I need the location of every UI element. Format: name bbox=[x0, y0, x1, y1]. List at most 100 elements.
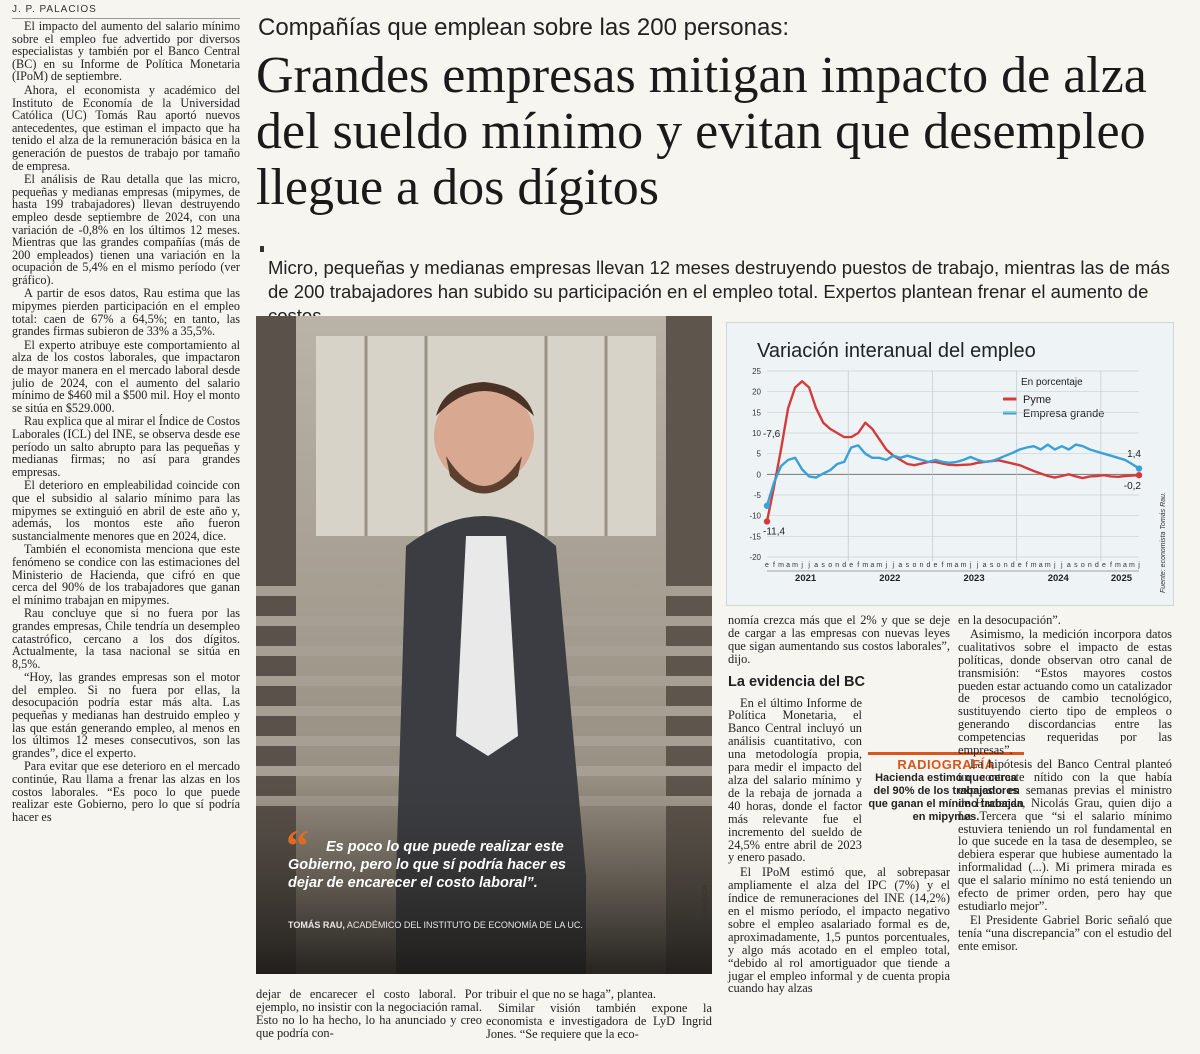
x-month-label: e bbox=[1018, 562, 1022, 569]
x-month-label: m bbox=[961, 562, 967, 569]
x-month-label: s bbox=[990, 562, 994, 569]
x-month-label: a bbox=[898, 562, 902, 569]
paragraph: Rau concluye que si no fuera por las gra… bbox=[12, 606, 240, 671]
x-year-label: 2021 bbox=[795, 573, 817, 584]
x-month-label: e bbox=[933, 562, 937, 569]
label-pyme-start: -11,4 bbox=[763, 526, 785, 537]
x-month-label: o bbox=[828, 562, 832, 569]
x-month-label: j bbox=[976, 562, 979, 569]
paragraph: El impacto del aumento del salario mínim… bbox=[12, 19, 240, 84]
y-tick-label: -20 bbox=[749, 553, 761, 562]
under-photo-col2: tribuir el que no se haga”, plantea. Simi… bbox=[486, 988, 712, 1042]
paragraph: El experto atribuye este comportamiento … bbox=[12, 337, 240, 415]
x-month-label: e bbox=[849, 562, 853, 569]
x-month-label: a bbox=[1067, 562, 1071, 569]
y-tick-label: 15 bbox=[752, 408, 761, 417]
under-photo-text-2-2: Similar visión también expone la economi… bbox=[486, 1000, 712, 1041]
right-column: en la desocupación”. Asimismo, la medició… bbox=[958, 614, 1172, 954]
byline: J. P. PALACIOS bbox=[12, 4, 240, 19]
paragraph: Rau explica que al mirar el Índice de Co… bbox=[12, 414, 240, 479]
x-month-label: e bbox=[765, 562, 769, 569]
y-tick-label: 5 bbox=[757, 450, 762, 459]
x-month-label: n bbox=[835, 562, 839, 569]
kicker: Compañías que emplean sobre las 200 pers… bbox=[258, 14, 789, 41]
x-month-label: j bbox=[1053, 562, 1056, 569]
x-month-label: s bbox=[1074, 562, 1078, 569]
caption-name: TOMÁS RAU, bbox=[288, 920, 345, 930]
radiografia-box: RADIOGRAFÍA Hacienda estimó que cerca de… bbox=[868, 752, 1024, 823]
under-photo-text-2-1: tribuir el que no se haga”, plantea. bbox=[486, 987, 656, 1001]
series-end-point bbox=[1135, 471, 1143, 479]
series-end-point bbox=[1135, 465, 1143, 472]
caption-role: ACADÉMICO DEL INSTITUTO DE ECONOMÍA DE L… bbox=[344, 920, 583, 930]
x-month-label: o bbox=[997, 562, 1001, 569]
x-month-label: m bbox=[1115, 562, 1121, 569]
x-month-label: j bbox=[1060, 562, 1063, 569]
middle-p2: El IPoM estimó que, al sobrepasar amplia… bbox=[728, 865, 950, 996]
paragraph: La hipótesis del Banco Central planteó u… bbox=[958, 756, 1172, 913]
y-tick-label: -10 bbox=[749, 512, 761, 521]
deck-marker bbox=[260, 246, 264, 252]
paragraph: El análisis de Rau detalla que las micro… bbox=[12, 172, 240, 287]
chart-legend: Pyme Empresa grande bbox=[1003, 394, 1104, 420]
photo-tomas-rau bbox=[256, 316, 712, 974]
paragraph: El deterioro en empleabilidad coincide c… bbox=[12, 478, 240, 543]
paragraph: “Hoy, las grandes empresas son el motor … bbox=[12, 670, 240, 760]
radiografia-body: Hacienda estimó que cerca del 90% de los… bbox=[868, 772, 1024, 823]
x-month-label: d bbox=[1095, 562, 1099, 569]
chart-title: Variación interanual del empleo bbox=[757, 340, 1036, 362]
series-line-empresa-grande bbox=[765, 443, 1140, 507]
left-column: El impacto del aumento del salario mínim… bbox=[12, 20, 240, 824]
x-month-label: a bbox=[955, 562, 959, 569]
under-photo-col1: dejar de encarecer el costo laboral. Por… bbox=[256, 988, 482, 1041]
x-month-label: j bbox=[1137, 562, 1140, 569]
x-month-label: a bbox=[1039, 562, 1043, 569]
x-month-label: m bbox=[876, 562, 882, 569]
x-month-label: m bbox=[947, 562, 953, 569]
x-month-label: f bbox=[941, 562, 943, 569]
x-month-label: m bbox=[1031, 562, 1037, 569]
x-month-label: d bbox=[1011, 562, 1015, 569]
photo-illustration bbox=[256, 316, 712, 974]
paragraph: El Presidente Gabriel Boric señaló que t… bbox=[958, 912, 1172, 953]
radiografia-title: RADIOGRAFÍA bbox=[868, 752, 1024, 772]
x-month-label: n bbox=[1088, 562, 1092, 569]
x-month-label: f bbox=[773, 562, 775, 569]
quote-mark-icon: “ bbox=[286, 820, 309, 871]
middle-top: nomía crezca más que el 2% y que se deje… bbox=[728, 613, 950, 666]
paragraph: Ahora, el economista y académico del Ins… bbox=[12, 82, 240, 173]
headline: Grandes empresas mitigan impacto de alza… bbox=[256, 47, 1147, 216]
label-grande-end: 1,4 bbox=[1127, 449, 1141, 460]
x-month-label: f bbox=[857, 562, 859, 569]
employment-chart: Variación interanual del empleo En porce… bbox=[726, 322, 1174, 606]
y-tick-label: -5 bbox=[754, 491, 762, 500]
x-month-label: d bbox=[926, 562, 930, 569]
x-month-label: j bbox=[892, 562, 895, 569]
x-year-label: 2025 bbox=[1111, 573, 1133, 584]
series-start-point bbox=[763, 518, 771, 525]
y-tick-label: 25 bbox=[752, 367, 761, 376]
x-month-label: j bbox=[807, 562, 810, 569]
x-month-label: f bbox=[1026, 562, 1028, 569]
chart-svg: Variación interanual del empleo En porce… bbox=[749, 340, 1167, 593]
x-month-label: e bbox=[1102, 562, 1106, 569]
pull-quote: Es poco lo que puede realizar este Gobie… bbox=[288, 839, 566, 891]
y-tick-label: 20 bbox=[752, 388, 761, 397]
x-month-label: j bbox=[885, 562, 888, 569]
x-month-label: f bbox=[1110, 562, 1112, 569]
chart-subtitle: En porcentaje bbox=[1021, 377, 1083, 388]
x-month-label: m bbox=[1045, 562, 1051, 569]
y-tick-label: 10 bbox=[752, 429, 761, 438]
x-month-label: m bbox=[792, 562, 798, 569]
series-line-pyme bbox=[765, 380, 1140, 522]
x-year-label: 2024 bbox=[1048, 573, 1070, 584]
label-grande-start: -7,6 bbox=[763, 429, 781, 440]
x-month-label: s bbox=[821, 562, 825, 569]
chart-source: Fuente: economista Tomás Rau. bbox=[1160, 492, 1167, 593]
subhead-evidencia: La evidencia del BC bbox=[728, 673, 865, 690]
y-tick-label: 0 bbox=[757, 470, 762, 479]
middle-column: nomía crezca más que el 2% y que se deje… bbox=[728, 614, 950, 996]
x-month-label: a bbox=[814, 562, 818, 569]
x-month-label: a bbox=[983, 562, 987, 569]
x-year-label: 2022 bbox=[879, 573, 900, 584]
